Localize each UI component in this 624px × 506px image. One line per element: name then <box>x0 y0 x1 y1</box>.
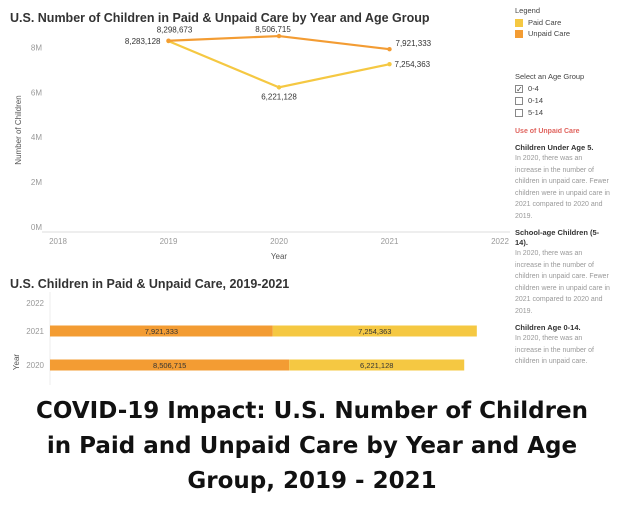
legend: Legend Paid Care Unpaid Care <box>515 6 610 40</box>
x-tick-label: 2020 <box>270 237 288 246</box>
legend-label-unpaid-care: Unpaid Care <box>528 29 571 38</box>
data-point-paid-care <box>387 61 392 67</box>
data-label-paid-care: 7,254,363 <box>395 60 431 69</box>
notes-heading: Use of Unpaid Care <box>515 128 580 135</box>
data-point-unpaid-care <box>166 38 171 43</box>
bar-unpaid-care-2021 <box>50 325 273 337</box>
checkbox-checked-icon[interactable]: ✓ <box>515 84 523 94</box>
note-body: In 2020, there was an increase in the nu… <box>515 335 594 365</box>
filter-option-label: 5-14 <box>528 108 544 117</box>
y-tick-label: 4M <box>31 133 42 142</box>
filter-option-label: 0-4 <box>528 84 539 93</box>
checkbox-icon[interactable] <box>515 108 523 117</box>
bar-paid-care-2021 <box>272 325 477 337</box>
note-title: School-age Children (5-14). <box>515 228 600 247</box>
caption-line: in Paid and Unpaid Care by Year and Age <box>46 433 578 459</box>
bar-label-paid-care: 6,221,128 <box>360 361 393 370</box>
charts-canvas: 0M 2M 4M 6M 8M 2018 2019 2020 2021 2022 Year Number… <box>12 25 510 385</box>
note-body: In 2020, there was an increase in the nu… <box>515 155 610 220</box>
note-title: Children Under Age 5. <box>515 143 594 152</box>
caption-line: Group, 2019 - 2021 <box>187 468 437 494</box>
bar-paid-care-2020 <box>289 359 465 371</box>
x-tick-label: 2018 <box>49 237 67 246</box>
bar-label-unpaid-care: 8,506,715 <box>153 361 186 370</box>
y-tick-label: 6M <box>31 88 42 97</box>
note-body: In 2020, there was an increase in the nu… <box>515 250 610 315</box>
x-tick-label: 2022 <box>491 237 509 246</box>
legend-item-unpaid-care[interactable]: Unpaid Care <box>515 29 610 38</box>
bar-y-tick-label: 2022 <box>26 299 44 308</box>
data-label-paid-care: 6,221,128 <box>261 92 297 101</box>
caption: COVID-19 Impact: U.S. Number of Children… <box>0 394 624 499</box>
filter-title: Select an Age Group <box>515 72 585 81</box>
age-group-filter: Select an Age Group ✓ 0-4 0-14 5-14 <box>515 72 610 120</box>
data-point-unpaid-care <box>276 33 282 39</box>
line-series-paid-care <box>168 40 390 89</box>
bar-label-unpaid-care: 7,921,333 <box>145 327 178 336</box>
bar-chart-title: U.S. Children in Paid & Unpaid Care, 201… <box>10 277 290 291</box>
data-point-paid-care <box>276 85 282 90</box>
y-tick-label: 2M <box>31 178 42 187</box>
x-tick-label: 2019 <box>160 237 178 246</box>
data-label-unpaid-care: 8,506,715 <box>255 25 291 34</box>
y-axis-label: Number of Children <box>14 95 23 164</box>
legend-swatch-paid-care <box>515 18 523 27</box>
legend-item-paid-care[interactable]: Paid Care <box>515 18 610 27</box>
legend-label-paid-care: Paid Care <box>528 18 562 27</box>
data-label-paid-care: 8,283,128 <box>125 37 161 46</box>
notes-panel: Use of Unpaid Care Children Under Age 5.… <box>515 128 610 374</box>
checkbox-icon[interactable] <box>515 96 523 105</box>
y-tick-label: 8M <box>31 43 42 52</box>
caption-line: COVID-19 Impact: U.S. Number of Children <box>36 398 588 424</box>
data-label-unpaid-care: 7,921,333 <box>396 39 432 48</box>
note-title: Children Age 0-14. <box>515 323 581 332</box>
data-label-unpaid-care: 8,298,673 <box>157 26 193 35</box>
bar-y-axis-label: Year <box>12 354 21 371</box>
x-axis-label: Year <box>271 252 288 261</box>
bar-y-tick-label: 2021 <box>26 327 44 336</box>
line-chart-title: U.S. Number of Children in Paid & Unpaid… <box>10 11 430 25</box>
filter-option-label: 0-14 <box>528 96 544 105</box>
bar-label-paid-care: 7,254,363 <box>358 327 391 336</box>
bar-y-tick-label: 2020 <box>26 361 44 370</box>
legend-swatch-unpaid-care <box>515 29 523 38</box>
filter-option-0-14[interactable]: 0-14 <box>515 96 610 105</box>
filter-option-5-14[interactable]: 5-14 <box>515 108 610 117</box>
legend-title: Legend <box>515 6 541 15</box>
y-tick-label: 0M <box>31 223 42 232</box>
x-tick-label: 2021 <box>381 237 399 246</box>
filter-option-0-4[interactable]: ✓ 0-4 <box>515 84 610 93</box>
data-point-unpaid-care <box>387 47 392 52</box>
bar-unpaid-care-2020 <box>50 359 290 371</box>
